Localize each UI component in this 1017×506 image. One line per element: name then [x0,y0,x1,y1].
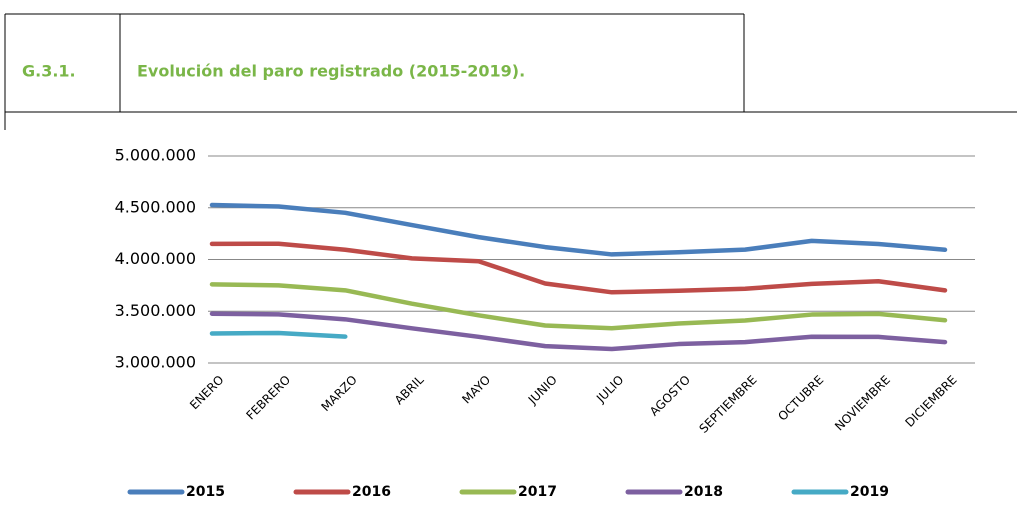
y-tick-label: 3.500.000 [115,301,196,320]
legend-label: 2017 [518,484,557,500]
figure-code: G.3.1. [22,62,76,81]
legend-label: 2015 [186,484,225,500]
legend-label: 2019 [850,484,889,500]
series-line [209,330,348,339]
x-tick-label: MARZO [318,373,359,414]
x-tick-label: JUNIO [525,373,560,408]
series-line [209,202,948,257]
x-tick-label: MAYO [459,373,493,407]
x-tick-label: JULIO [593,373,626,406]
x-tick-label: ENERO [187,373,227,413]
series-line [209,311,948,352]
y-tick-label: 3.000.000 [115,353,196,372]
series-line [209,241,948,295]
y-tick-label: 4.500.000 [115,197,196,216]
x-tick-label: NOVIEMBRE [832,373,893,434]
y-tick-label: 5.000.000 [115,146,196,165]
series-line [209,282,948,331]
figure-title: Evolución del paro registrado (2015-2019… [137,62,525,81]
legend-label: 2016 [352,484,391,500]
y-tick-label: 4.000.000 [115,249,196,268]
x-tick-label: DICIEMBRE [902,373,959,430]
x-tick-label: AGOSTO [647,373,693,419]
x-tick-label: ABRIL [392,372,427,407]
x-tick-label: FEBRERO [243,373,293,423]
legend-label: 2018 [684,484,723,500]
x-tick-label: OCTUBRE [775,373,826,424]
header-frame [4,13,1017,130]
x-tick-label: SEPTIEMBRE [696,373,759,436]
